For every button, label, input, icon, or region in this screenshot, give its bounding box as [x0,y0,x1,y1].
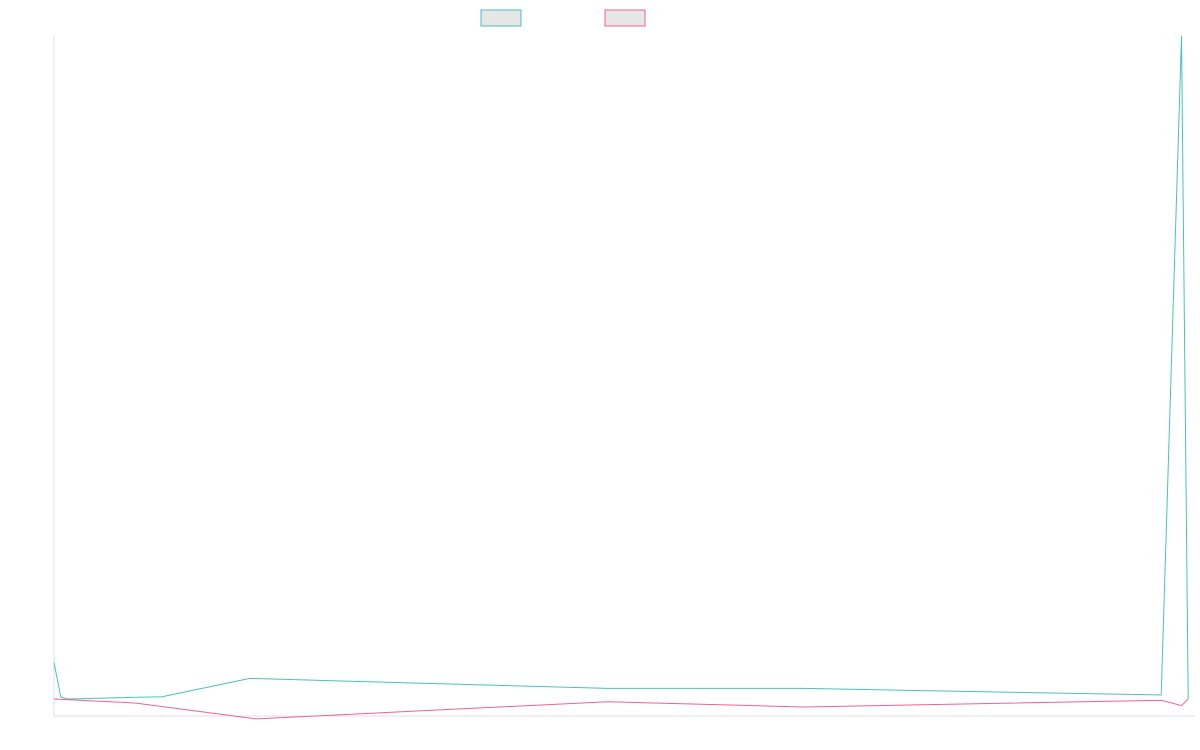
series-layer [53,35,1189,720]
series-line-2 [53,698,1189,720]
series-line-1 [53,35,1189,700]
legend-swatch-2 [604,9,646,27]
legend [480,9,646,27]
legend-swatch-1 [480,9,522,27]
